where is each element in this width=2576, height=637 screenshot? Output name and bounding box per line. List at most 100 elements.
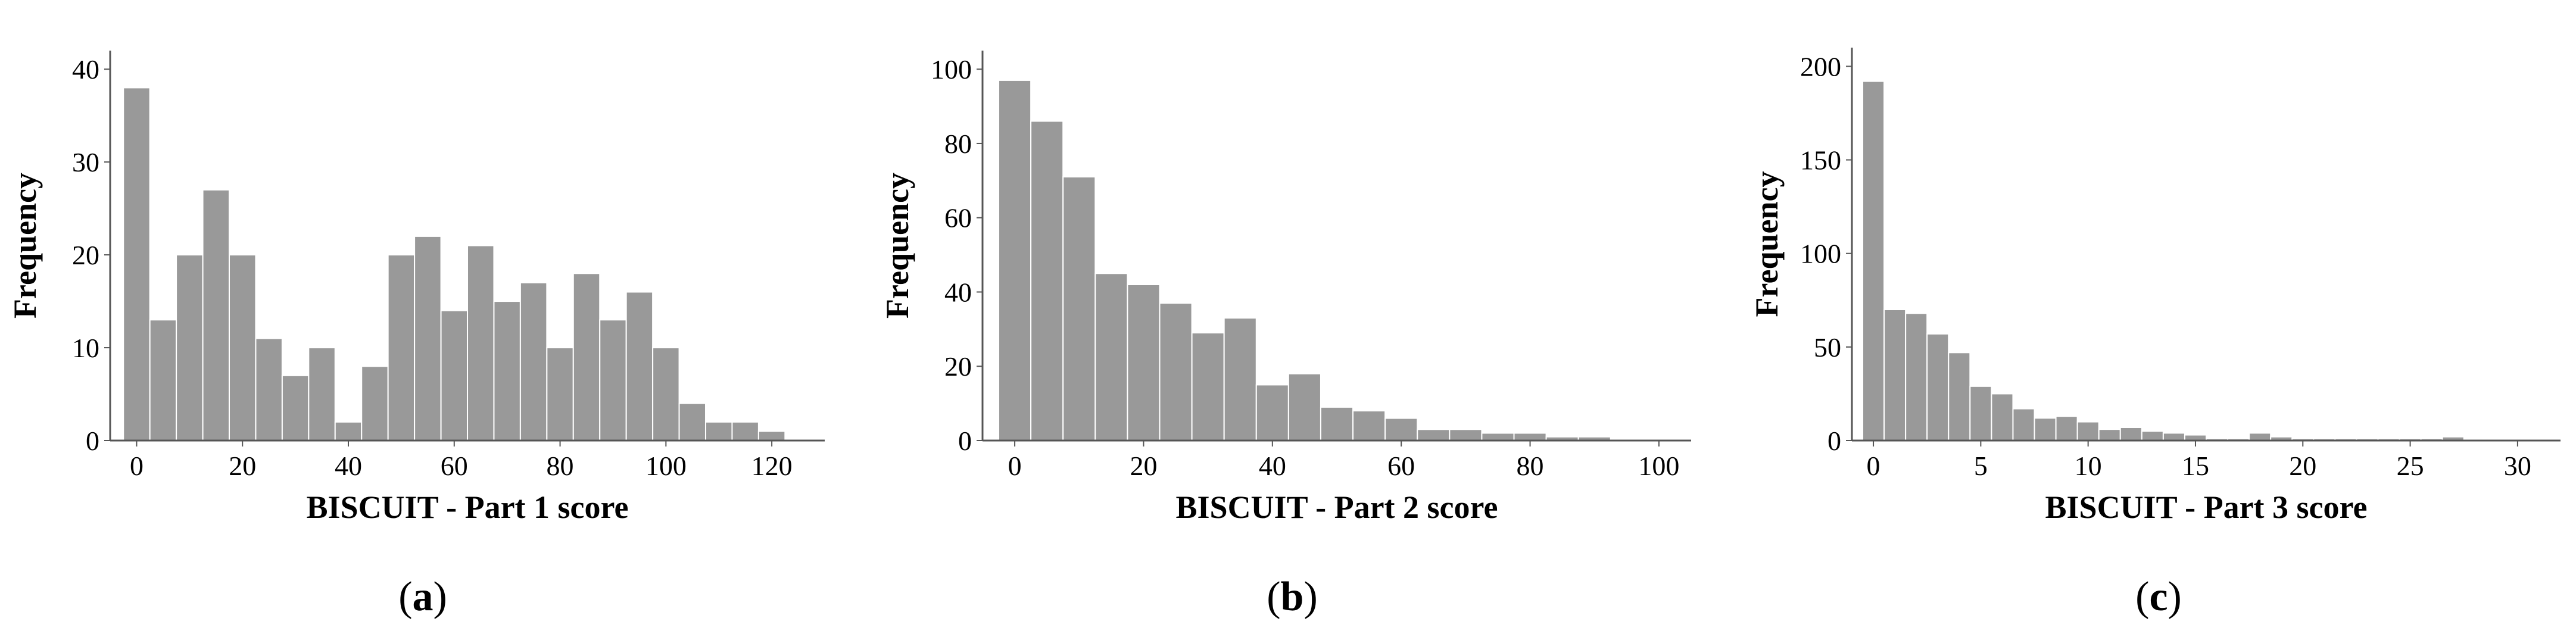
panel-letter: c (2149, 574, 2168, 620)
histogram-bar (678, 402, 706, 441)
y-axis-title: Frequency (7, 173, 43, 318)
x-tick-label: 0 (130, 451, 144, 481)
histogram-bar (1159, 302, 1193, 442)
y-tick-label: 40 (944, 277, 972, 307)
x-tick-label: 5 (1974, 451, 1988, 481)
histogram-bar (2141, 430, 2164, 441)
y-tick-label: 0 (1827, 426, 1841, 456)
y-tick-label: 30 (72, 147, 99, 177)
histogram-bar (414, 235, 442, 441)
x-tick-label: 20 (2289, 451, 2316, 481)
histogram-bar (1969, 385, 1992, 441)
histogram-bar (2098, 429, 2121, 442)
panel-letter: b (1281, 574, 1304, 620)
histogram-bar (625, 291, 654, 441)
y-tick-label: 100 (1800, 239, 1841, 269)
x-tick-label: 60 (1387, 451, 1415, 481)
histogram-bar (440, 310, 468, 442)
y-tick-label: 100 (931, 54, 972, 85)
x-tick-label: 100 (1638, 451, 1679, 481)
histogram-bar (1862, 80, 1885, 442)
histogram-bar (599, 319, 627, 441)
panel-label: (c) (2135, 574, 2182, 620)
x-tick-label: 80 (1517, 451, 1544, 481)
chart-panel-a: 0 20 40 60 80 100 120 0 10 20 30 40 BISCUIT - Part 1… (7, 51, 825, 620)
histogram-bar (1094, 273, 1128, 441)
histogram-bar (176, 254, 204, 441)
histogram-bar (361, 366, 389, 441)
y-tick-label: 60 (944, 203, 972, 233)
histogram-bar (1513, 432, 1547, 441)
histogram-bar (123, 87, 151, 441)
histogram-bar (1127, 284, 1161, 441)
histogram-bar (1449, 429, 1483, 441)
chart-panel-c: 0 5 10 15 20 25 30 0 50 100 150 200 BISCUIT - Part 3… (1749, 48, 2561, 620)
histogram-bar (731, 421, 759, 441)
histogram-bar (2034, 417, 2057, 441)
y-tick-label: 20 (944, 351, 972, 382)
histogram-bar (1991, 393, 2014, 442)
histogram-bar (1287, 373, 1321, 442)
histogram-bar (2076, 421, 2100, 441)
panel-label: (b) (1267, 574, 1318, 620)
x-tick-label: 20 (229, 451, 256, 481)
histogram-bar (1384, 417, 1418, 441)
histogram-bar (281, 374, 310, 441)
y-axis-title: Frequency (1749, 171, 1785, 317)
histogram-bar (1255, 384, 1289, 442)
y-tick-label: 20 (72, 240, 99, 270)
y-tick-label: 50 (1814, 332, 1841, 363)
histogram-bar (1926, 333, 1950, 441)
histogram-bar (705, 421, 733, 441)
x-tick-label: 30 (2504, 451, 2531, 481)
histogram-bar (1883, 309, 1907, 441)
histogram-bar (202, 189, 230, 441)
histogram-bar (334, 421, 363, 441)
histogram-bar (572, 273, 601, 441)
histogram-bar (387, 254, 416, 441)
x-tick-label: 0 (1867, 451, 1880, 481)
histogram-bar (2162, 432, 2185, 442)
x-tick-label: 10 (2075, 451, 2102, 481)
histogram-bar (229, 254, 257, 441)
panel-label: (a) (398, 574, 447, 620)
x-tick-label: 80 (547, 451, 574, 481)
y-tick-label: 150 (1800, 145, 1841, 176)
histogram-bar (149, 319, 177, 441)
histogram-bar (2012, 408, 2035, 441)
histogram-bar (1352, 410, 1386, 441)
x-tick-label: 60 (441, 451, 468, 481)
x-tick-label: 40 (335, 451, 362, 481)
y-tick-label: 80 (944, 129, 972, 159)
histogram-bar (2248, 432, 2272, 442)
x-axis-title: BISCUIT - Part 3 score (2045, 489, 2368, 525)
y-tick-label: 10 (72, 333, 99, 363)
x-tick-label: 120 (751, 451, 793, 481)
x-axis-title: BISCUIT - Part 1 score (307, 489, 629, 525)
histogram-bar (2055, 416, 2078, 442)
histogram-bar (998, 79, 1032, 441)
histogram-bar (467, 245, 495, 441)
x-tick-label: 0 (1008, 451, 1022, 481)
histogram-bar (1191, 332, 1225, 441)
histogram-bar (1030, 120, 1064, 441)
histogram-bar (493, 301, 521, 442)
x-tick-label: 20 (1130, 451, 1157, 481)
y-tick-label: 0 (958, 426, 972, 456)
histogram-bar (1948, 352, 1971, 441)
y-axis-title: Frequency (880, 173, 915, 318)
x-axis-title: BISCUIT - Part 2 score (1176, 489, 1498, 525)
histogram-bar (308, 347, 336, 441)
histogram-bar (1062, 176, 1096, 441)
x-tick-label: 100 (645, 451, 687, 481)
histogram-bar (1417, 429, 1451, 441)
y-tick-label: 40 (72, 54, 99, 85)
histogram-bar (255, 338, 283, 442)
histogram-bar (2119, 427, 2142, 441)
x-tick-label: 25 (2397, 451, 2424, 481)
histogram-bar (757, 430, 786, 442)
x-tick-label: 15 (2182, 451, 2209, 481)
histogram-bar (1905, 313, 1928, 441)
y-tick-label: 200 (1800, 51, 1841, 82)
